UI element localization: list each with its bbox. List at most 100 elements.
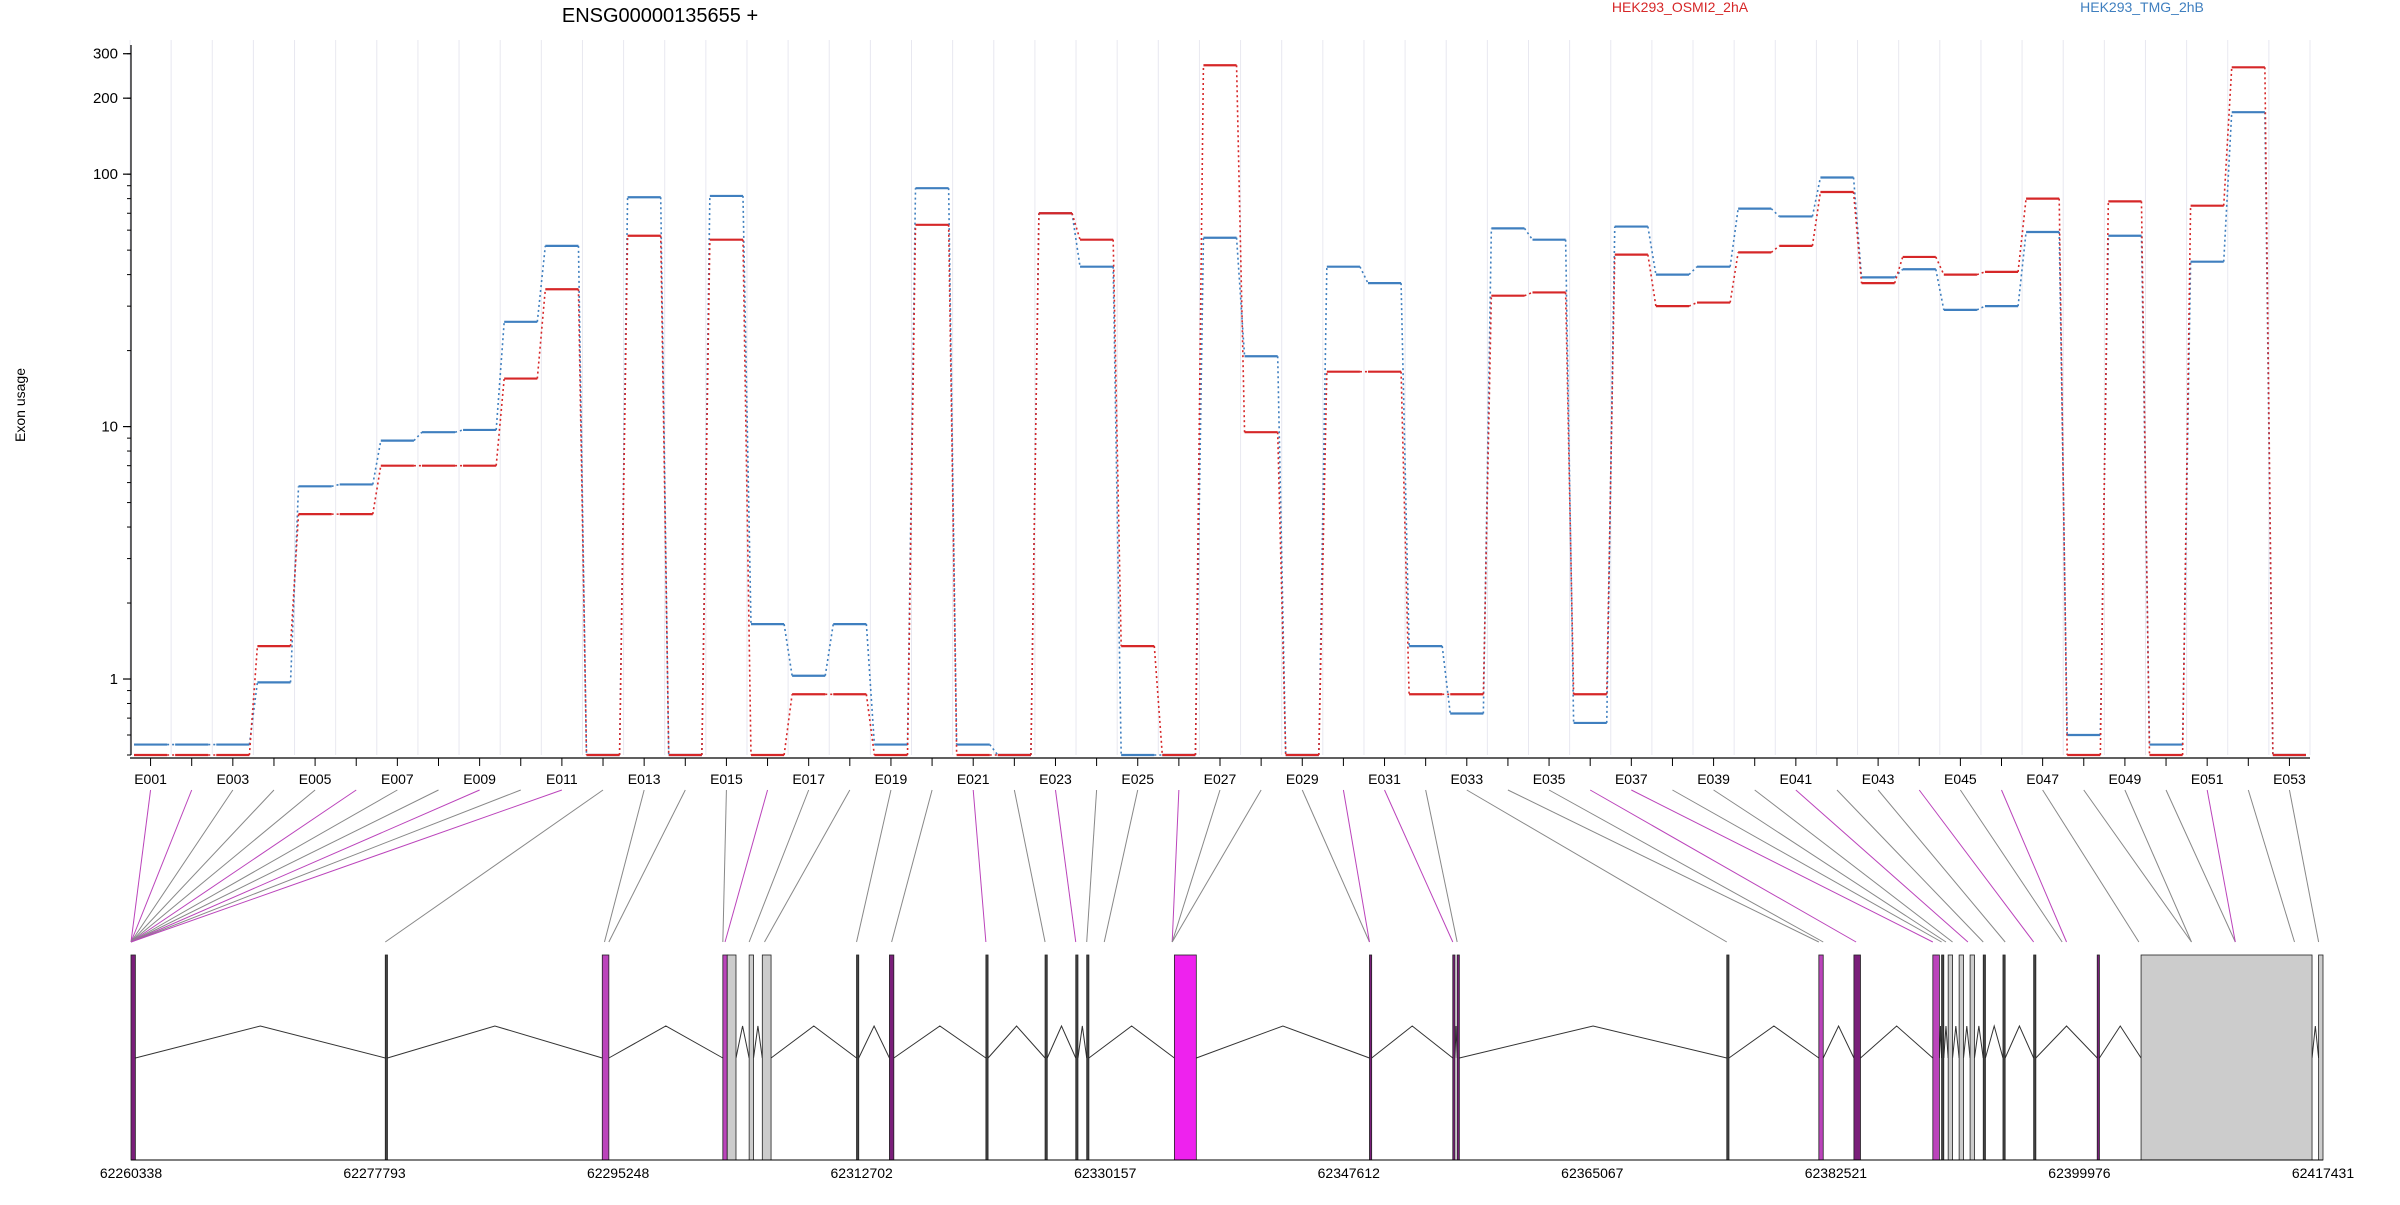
exon-connector [1877, 789, 2006, 943]
series-connector [989, 744, 999, 756]
exon-block [1726, 954, 1730, 1161]
series-connector [1894, 268, 1904, 278]
series-connector [1400, 371, 1410, 695]
x-tick-label: E035 [1533, 771, 1566, 787]
series-connector [1564, 239, 1575, 723]
series-connector [1852, 191, 1863, 284]
exon-connector [1086, 789, 1098, 943]
series-connector [1030, 213, 1040, 756]
coord-label: 62347612 [1318, 1165, 1381, 1181]
series-connector [1276, 432, 1287, 756]
x-tick-label: E043 [1862, 771, 1895, 787]
exon-block [1932, 954, 1940, 1161]
series-connector [947, 224, 958, 756]
x-tick-label: E023 [1039, 771, 1072, 787]
exon-connector [130, 789, 398, 943]
genomic-coordinate-axis: 62260338 62277793 62295248 62312702 62330157… [100, 1159, 2354, 1181]
exon-connector [1631, 789, 1934, 943]
series-connector [1647, 254, 1657, 307]
exon-block [761, 954, 772, 1161]
series-connector [1276, 356, 1287, 756]
x-tick-label: E027 [1204, 771, 1237, 787]
series-connector [1359, 266, 1369, 284]
exon-connector [1171, 789, 1180, 943]
x-tick-label: E037 [1615, 771, 1648, 787]
x-tick-label: E029 [1286, 771, 1319, 787]
coord-label: 62312702 [831, 1165, 894, 1181]
exon-block [130, 954, 136, 1161]
series-connector [865, 624, 876, 745]
exon-connector [1672, 789, 1942, 943]
exon-connector [1103, 789, 1139, 943]
exon-block [2318, 954, 2324, 1161]
exon-connector [972, 789, 987, 943]
x-tick-label: E025 [1121, 771, 1154, 787]
exon-block [1452, 954, 1456, 1161]
exon-block [1941, 954, 1945, 1161]
exon-block [1173, 954, 1197, 1161]
x-tick-label: E007 [381, 771, 414, 787]
exon-block [384, 954, 388, 1161]
x-tick-label: E031 [1368, 771, 1401, 787]
exon-connector [2165, 789, 2236, 943]
x-tick-label: E009 [463, 771, 496, 787]
exon-block [1456, 954, 1460, 1161]
series-layer [134, 64, 2306, 757]
exon-connector [2288, 789, 2320, 943]
exon-block [2096, 954, 2100, 1161]
series-connector [1770, 245, 1780, 253]
x-tick-label: E015 [710, 771, 743, 787]
x-tick-label: E051 [2191, 771, 2224, 787]
series-connector [783, 694, 793, 756]
coord-label: 62295248 [587, 1165, 650, 1181]
series-connector [906, 224, 917, 756]
series-connector [701, 239, 711, 756]
exon-connector [2124, 789, 2192, 943]
series-connector [1935, 269, 1945, 311]
exon-connector [2206, 789, 2236, 943]
series-connector [1523, 227, 1534, 241]
series-connector [331, 483, 340, 488]
x-tick-label: E001 [134, 771, 167, 787]
series-connector [1153, 646, 1164, 756]
series-connector [1729, 252, 1739, 303]
legend-entry-osmi2: HEK293_OSMI2_2hA [1612, 0, 1749, 15]
series-connector [1935, 256, 1945, 275]
legend-entry-tmg: HEK293_TMG_2hB [2080, 0, 2204, 15]
y-tick-label: 300 [93, 46, 118, 63]
series-connector [1524, 291, 1533, 297]
gene-model [130, 954, 2324, 1161]
exon-connector-layer [130, 789, 2320, 943]
series-connector [372, 465, 382, 515]
series-connector [865, 694, 876, 756]
exon-block [1086, 954, 1090, 1161]
intron-lines [135, 1024, 2320, 1059]
series-connector [495, 321, 505, 430]
series-connector [618, 235, 629, 756]
exon-block [601, 954, 610, 1161]
x-tick-label: E021 [957, 771, 990, 787]
series-connector [413, 431, 423, 442]
exon-connector [608, 789, 686, 943]
x-tick-label: E053 [2273, 771, 2306, 787]
series-connector [742, 239, 752, 756]
series-connector [1441, 646, 1452, 714]
coord-label: 62260338 [100, 1165, 163, 1181]
x-tick-label: E011 [546, 771, 578, 787]
series-connector [1564, 292, 1575, 695]
exon-connector [130, 789, 316, 943]
exon-block [1044, 954, 1048, 1161]
exon-connector [1171, 789, 1262, 943]
series-connector [248, 646, 259, 756]
exon-block [2033, 954, 2037, 1161]
x-tick-label: E039 [1697, 771, 1730, 787]
exon-connector [384, 789, 604, 943]
x-tick-label: E005 [299, 771, 332, 787]
series-connector [1811, 191, 1822, 246]
exon-block [1982, 954, 1986, 1161]
exon-block [1369, 954, 1373, 1161]
exon-connector [764, 789, 851, 943]
exon-connector [1918, 789, 2035, 943]
exon-connector [1795, 789, 1969, 943]
series-connector [1688, 301, 1698, 307]
